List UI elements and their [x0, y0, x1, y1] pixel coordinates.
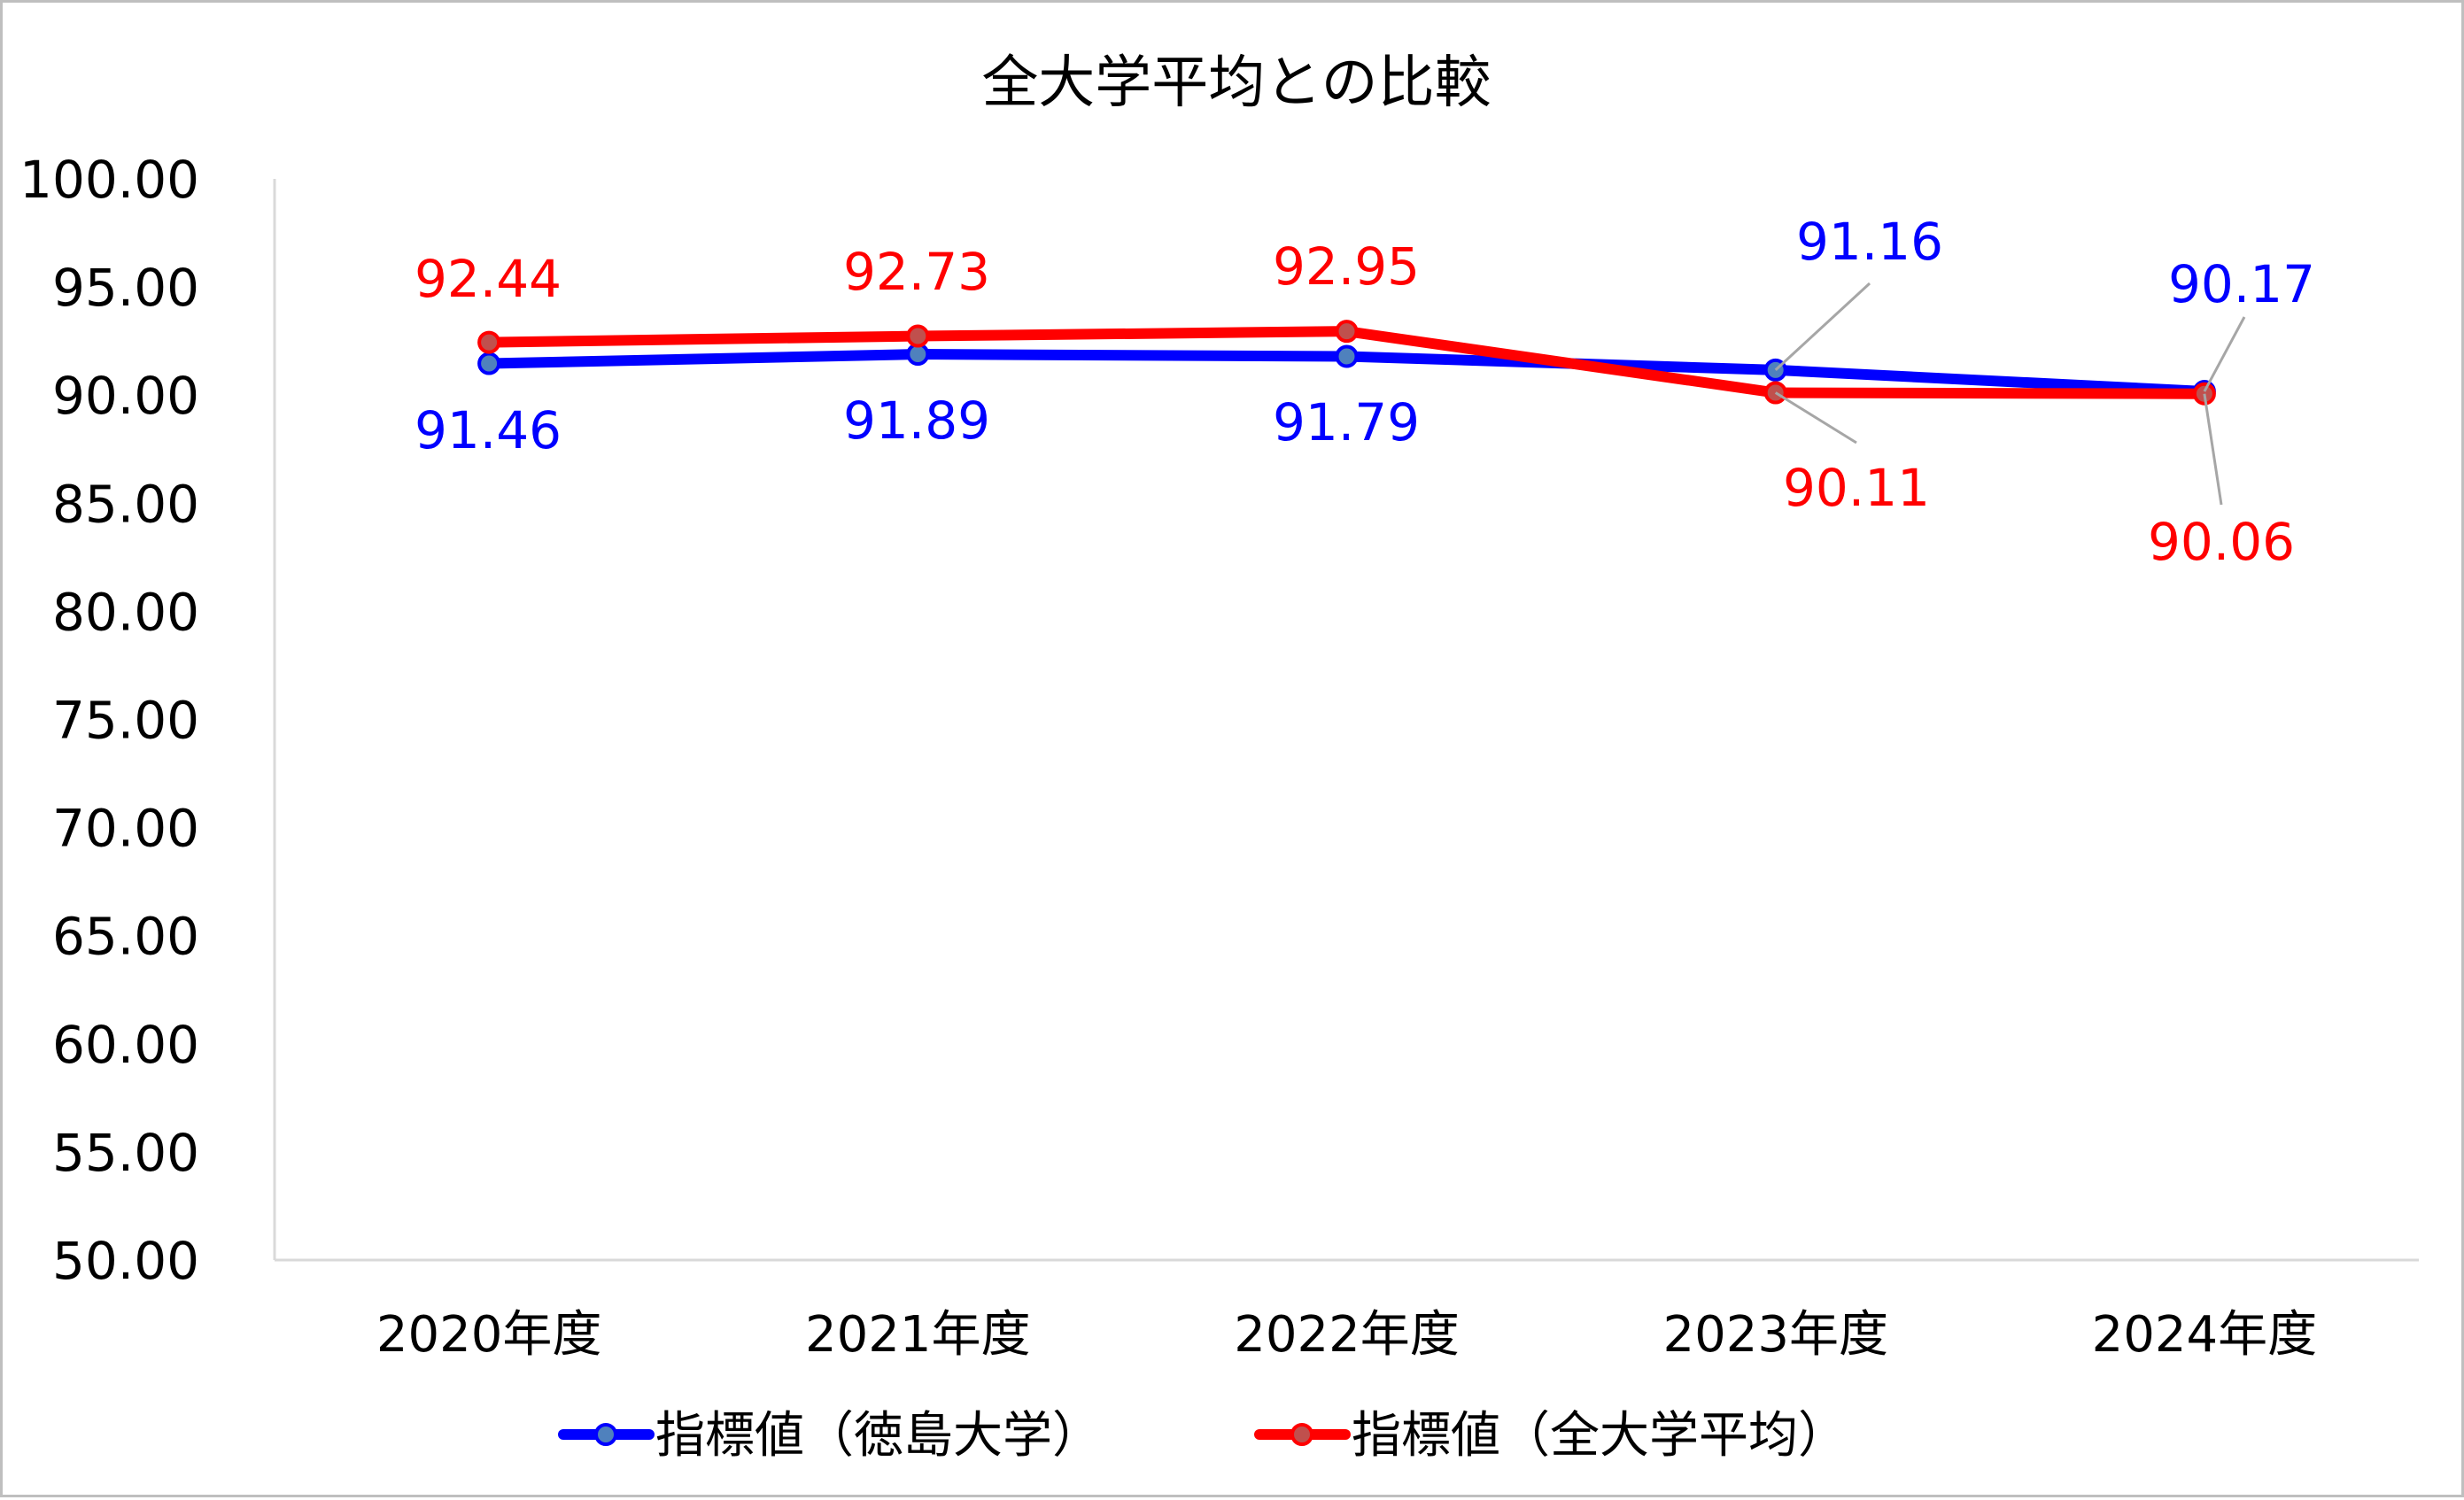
data-label: 92.73 [843, 242, 990, 302]
data-point-marker [477, 330, 501, 354]
y-tick-label: 90.00 [52, 366, 199, 426]
x-tick-label: 2023年度 [1662, 1306, 1888, 1364]
data-label: 90.06 [2148, 512, 2295, 572]
data-label: 92.44 [415, 249, 562, 309]
data-point-marker [1335, 344, 1359, 368]
chart-title: 全大学平均との比較 [981, 50, 1491, 116]
leader-line [1774, 282, 1871, 371]
legend-item-1: 指標値（全大学平均） [1254, 1407, 1848, 1465]
y-tick-label: 100.00 [19, 150, 199, 210]
x-tick-label: 2020年度 [376, 1306, 602, 1364]
leader-line [1774, 391, 1857, 445]
legend-marker-icon [1290, 1423, 1313, 1446]
data-label: 91.79 [1273, 392, 1420, 452]
y-tick-label: 85.00 [52, 474, 199, 534]
data-point-marker [1335, 320, 1359, 344]
y-tick-label: 75.00 [52, 691, 199, 751]
legend-marker-icon [594, 1423, 617, 1446]
y-tick-label: 55.00 [52, 1123, 199, 1183]
data-label: 91.46 [415, 400, 562, 460]
x-tick-label: 2022年度 [1234, 1306, 1460, 1364]
legend-label: 指標値（全大学平均） [1352, 1407, 1848, 1465]
y-tick-label: 65.00 [52, 907, 199, 967]
data-label: 91.16 [1796, 212, 1943, 272]
y-tick-label: 70.00 [52, 799, 199, 859]
legend-item-0: 指標値（徳島大学） [558, 1407, 1102, 1465]
leader-line [2203, 316, 2246, 392]
x-tick-label: 2021年度 [805, 1306, 1031, 1364]
x-axis: 2020年度 2021年度 2022年度 2023年度 2024年度 [275, 1258, 2419, 1364]
y-axis: 100.00 95.00 90.00 85.00 80.00 75.00 70.00 65.0… [19, 150, 276, 1291]
leader-line [2203, 393, 2223, 506]
line-chart: 全大学平均との比較 100.00 95.00 90.00 85.00 80.00 75.0… [19, 50, 2419, 1465]
y-tick-label: 80.00 [52, 582, 199, 642]
data-label: 90.11 [1783, 458, 1930, 518]
y-tick-label: 50.00 [52, 1231, 199, 1291]
legend: 指標値（徳島大学） 指標値（全大学平均） [558, 1407, 1848, 1465]
legend-label: 指標値（徳島大学） [655, 1407, 1102, 1465]
y-tick-label: 60.00 [52, 1015, 199, 1075]
data-point-marker [906, 324, 930, 348]
data-label: 90.17 [2168, 254, 2315, 314]
data-point-marker [477, 352, 501, 375]
y-tick-label: 95.00 [52, 258, 199, 318]
data-label: 91.89 [843, 390, 990, 451]
data-labels: 91.46 91.89 91.79 91.16 90.17 92.44 92.73 92.95… [415, 212, 2315, 572]
x-tick-label: 2024年度 [2092, 1306, 2318, 1364]
data-label: 92.95 [1273, 236, 1420, 297]
series-layer [477, 320, 2216, 406]
